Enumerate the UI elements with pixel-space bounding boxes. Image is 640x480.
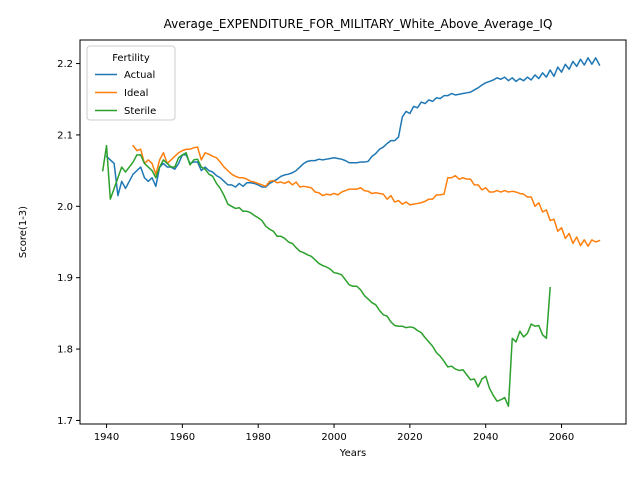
legend-label-sterile: Sterile	[124, 106, 156, 117]
y-axis-label: Score(1-3)	[18, 206, 29, 258]
x-tick-label: 1960	[170, 432, 195, 443]
legend-title: Fertility	[112, 53, 150, 64]
legend-label-ideal: Ideal	[124, 88, 148, 99]
y-tick-label: 1.7	[57, 416, 73, 427]
legend-label-actual: Actual	[124, 70, 155, 81]
x-tick-label: 2000	[321, 432, 346, 443]
x-axis-label: Years	[339, 448, 366, 459]
x-axis: 1940 1960 1980 2000 2020 2040 2060	[94, 424, 574, 443]
y-tick-label: 2.1	[57, 130, 73, 141]
x-tick-label: 1940	[94, 432, 119, 443]
y-tick-label: 2.0	[57, 202, 73, 213]
x-tick-label: 2020	[397, 432, 422, 443]
x-tick-label: 2060	[549, 432, 574, 443]
legend: Fertility Actual Ideal Sterile	[86, 45, 176, 121]
series-line-ideal	[132, 144, 601, 248]
x-tick-label: 2040	[473, 432, 498, 443]
y-tick-label: 1.8	[57, 345, 73, 356]
y-tick-label: 1.9	[57, 273, 73, 284]
x-tick-label: 1980	[245, 432, 270, 443]
y-tick-label: 2.2	[57, 59, 73, 70]
series-line-actual	[105, 57, 601, 197]
plot-area	[101, 57, 601, 407]
plot-frame	[79, 39, 627, 425]
legend-box	[86, 45, 176, 121]
y-axis: 1.7 1.8 1.9 2.0 2.1 2.2	[57, 59, 80, 427]
series-line-sterile	[101, 144, 551, 407]
chart-title: Average_EXPENDITURE_FOR_MILITARY_White_A…	[164, 17, 553, 31]
